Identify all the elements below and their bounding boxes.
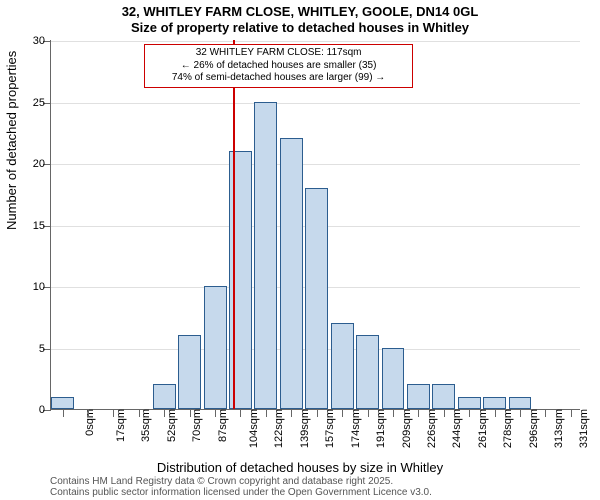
x-tick	[88, 409, 89, 417]
grid-line	[51, 164, 580, 165]
x-tick-label: 191sqm	[375, 409, 387, 448]
x-tick-label: 313sqm	[553, 409, 565, 448]
histogram-bar	[254, 102, 277, 410]
histogram-bar	[382, 348, 405, 410]
credit-line-1: Contains HM Land Registry data © Crown c…	[50, 476, 432, 487]
x-tick	[240, 409, 241, 417]
x-tick-label: 17sqm	[115, 409, 127, 442]
credit-line-2: Contains public sector information licen…	[50, 487, 432, 498]
annotation-line: 32 WHITLEY FARM CLOSE: 117sqm	[149, 47, 409, 60]
x-tick-label: 209sqm	[401, 409, 413, 448]
histogram-bar	[509, 397, 532, 409]
credit-text: Contains HM Land Registry data © Crown c…	[50, 476, 432, 498]
chart-subtitle: Size of property relative to detached ho…	[0, 20, 600, 35]
histogram-bar	[305, 188, 328, 409]
x-tick-label: 278sqm	[502, 409, 514, 448]
x-tick	[520, 409, 521, 417]
x-tick-label: 261sqm	[477, 409, 489, 448]
histogram-bar	[432, 384, 455, 409]
grid-line	[51, 41, 580, 42]
histogram-bar	[204, 286, 227, 409]
annotation-box: 32 WHITLEY FARM CLOSE: 117sqm← 26% of de…	[144, 44, 414, 88]
x-tick-label: 104sqm	[248, 409, 260, 448]
x-tick-label: 52sqm	[166, 409, 178, 442]
histogram-bar	[51, 397, 74, 409]
x-tick	[444, 409, 445, 417]
y-tick-label: 5	[17, 343, 45, 355]
x-tick-label: 331sqm	[579, 409, 591, 448]
x-tick-label: 35sqm	[140, 409, 152, 442]
y-tick-label: 25	[17, 97, 45, 109]
annotation-line: ← 26% of detached houses are smaller (35…	[149, 60, 409, 73]
histogram-bar	[483, 397, 506, 409]
histogram-bar	[407, 384, 430, 409]
x-tick	[164, 409, 165, 417]
x-tick	[291, 409, 292, 417]
x-axis-label: Distribution of detached houses by size …	[0, 460, 600, 475]
x-tick	[545, 409, 546, 417]
y-tick-label: 15	[17, 220, 45, 232]
plot-area: 0510152025300sqm17sqm35sqm52sqm70sqm87sq…	[50, 40, 580, 410]
histogram-bar	[331, 323, 354, 409]
chart-title: 32, WHITLEY FARM CLOSE, WHITLEY, GOOLE, …	[0, 4, 600, 19]
x-tick	[190, 409, 191, 417]
x-tick-label: 87sqm	[217, 409, 229, 442]
histogram-bar	[153, 384, 176, 409]
x-tick-label: 0sqm	[84, 409, 96, 436]
x-tick	[393, 409, 394, 417]
x-tick-label: 174sqm	[350, 409, 362, 448]
annotation-line: 74% of semi-detached houses are larger (…	[149, 72, 409, 85]
x-tick	[139, 409, 140, 417]
x-tick-label: 157sqm	[324, 409, 336, 448]
x-tick	[63, 409, 64, 417]
histogram-bar	[356, 335, 379, 409]
y-tick-label: 20	[17, 158, 45, 170]
x-tick-label: 296sqm	[528, 409, 540, 448]
x-tick	[418, 409, 419, 417]
x-tick-label: 244sqm	[452, 409, 464, 448]
x-tick	[113, 409, 114, 417]
x-tick-label: 122sqm	[274, 409, 286, 448]
x-tick	[317, 409, 318, 417]
x-tick-label: 226sqm	[426, 409, 438, 448]
x-tick	[368, 409, 369, 417]
x-tick	[342, 409, 343, 417]
histogram-bar	[178, 335, 201, 409]
x-tick-label: 139sqm	[299, 409, 311, 448]
x-tick	[495, 409, 496, 417]
marker-line	[233, 40, 235, 409]
histogram-bar	[458, 397, 481, 409]
y-tick-label: 0	[17, 404, 45, 416]
y-tick-label: 30	[17, 35, 45, 47]
histogram-bar	[280, 138, 303, 409]
x-tick-label: 70sqm	[191, 409, 203, 442]
chart-container: 32, WHITLEY FARM CLOSE, WHITLEY, GOOLE, …	[0, 0, 600, 500]
x-tick	[571, 409, 572, 417]
y-axis-label: Number of detached properties	[4, 51, 19, 230]
grid-line	[51, 103, 580, 104]
x-tick	[266, 409, 267, 417]
x-tick	[215, 409, 216, 417]
x-tick	[469, 409, 470, 417]
y-tick-label: 10	[17, 281, 45, 293]
